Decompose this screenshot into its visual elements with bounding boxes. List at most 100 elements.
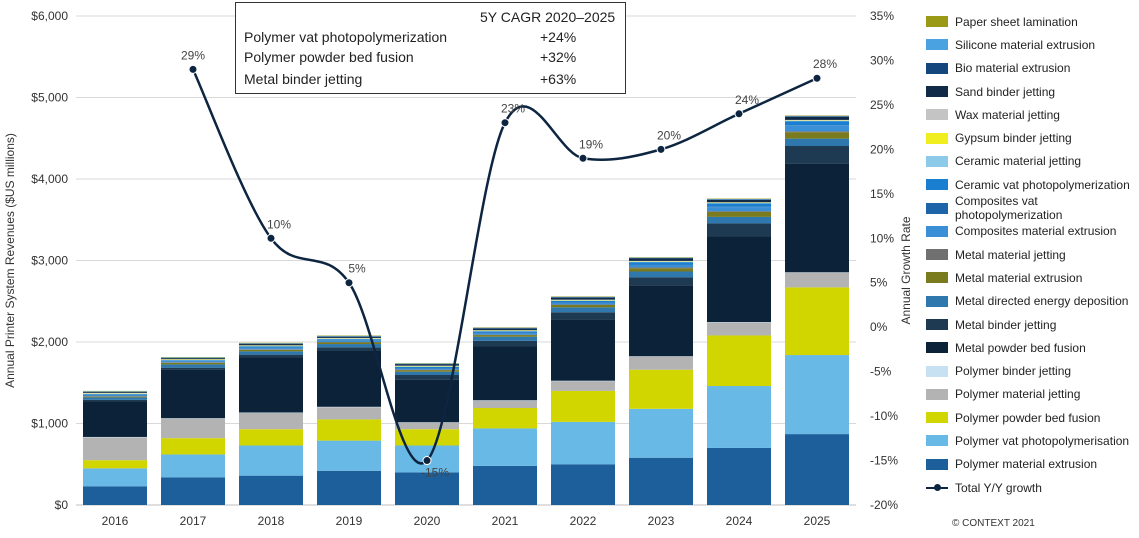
bar-segment <box>785 116 849 120</box>
bar-segment <box>317 407 381 420</box>
bar-segment <box>239 346 303 348</box>
legend-swatch <box>926 272 948 284</box>
bar-segment <box>161 367 225 370</box>
bar-segment <box>785 287 849 356</box>
cagr-table: 5Y CAGR 2020–2025 Polymer vat photopolym… <box>235 2 626 94</box>
x-tick-label: 2021 <box>492 514 519 528</box>
legend-swatch <box>926 179 948 191</box>
y2-tick-label: 35% <box>870 9 894 23</box>
legend-label: Total Y/Y growth <box>955 480 1042 495</box>
y-tick-label: $4,000 <box>31 172 68 186</box>
bar-segment <box>707 207 771 212</box>
y2-tick-label: 10% <box>870 231 894 245</box>
x-tick-label: 2018 <box>258 514 285 528</box>
legend-swatch <box>926 39 948 51</box>
legend-item: Composites material extrusion <box>926 220 1138 243</box>
cagr-header: 5Y CAGR 2020–2025 <box>480 9 616 25</box>
bar-segment <box>629 356 693 370</box>
legend-label: Polymer powder bed fusion <box>955 410 1101 425</box>
bar-segment <box>83 468 147 487</box>
bar-segment <box>83 397 147 400</box>
y2-axis-title: Annual Growth Rate <box>899 216 913 324</box>
legend-label: Polymer material jetting <box>955 387 1081 402</box>
bar-segment <box>707 199 771 203</box>
legend-item: Metal directed energy deposition <box>926 290 1138 313</box>
bar-segment <box>395 366 459 369</box>
bar-segment <box>395 422 459 430</box>
legend-item: Paper sheet lamination <box>926 10 1138 33</box>
legend-item: Polymer powder bed fusion <box>926 406 1138 429</box>
bar-segment <box>551 297 615 300</box>
bar-segment <box>785 132 849 139</box>
x-tick-label: 2020 <box>414 514 441 528</box>
bar-segment <box>473 328 537 331</box>
y2-tick-label: 15% <box>870 187 894 201</box>
cagr-row: Polymer powder bed fusion +32% <box>244 49 617 69</box>
bar-segment <box>161 438 225 455</box>
growth-point <box>656 144 666 154</box>
bar-segment <box>161 360 225 362</box>
legend-item: Polymer binder jetting <box>926 359 1138 382</box>
x-tick-label: 2017 <box>180 514 207 528</box>
bar-segment <box>707 386 771 448</box>
growth-point <box>188 64 198 74</box>
growth-label: -15% <box>421 466 449 480</box>
growth-label: 19% <box>579 137 603 151</box>
legend-swatch <box>926 412 948 424</box>
legend-swatch <box>926 319 948 330</box>
legend-item: Composites vat photopolymerization <box>926 194 1138 222</box>
legend-label: Metal powder bed fusion <box>955 340 1086 355</box>
x-tick-label: 2024 <box>726 514 753 528</box>
bar-segment <box>317 350 381 407</box>
bar-segment <box>395 368 459 370</box>
growth-point <box>578 153 588 163</box>
bar-segment <box>395 370 459 372</box>
bar-segment <box>785 138 849 146</box>
bar-segment <box>83 460 147 469</box>
bar-segment <box>161 361 225 363</box>
legend-item: Metal material jetting <box>926 243 1138 266</box>
growth-point <box>500 118 510 128</box>
bar-segment <box>161 477 225 505</box>
bar-segment <box>317 336 381 338</box>
bar-segment <box>395 429 459 446</box>
bar-segment <box>317 470 381 505</box>
copyright-note: © CONTEXT 2021 <box>952 518 1035 529</box>
bar-segment <box>317 347 381 351</box>
bar-segment <box>629 268 693 272</box>
legend-label: Gypsum binder jetting <box>955 131 1072 146</box>
bar-segment <box>473 340 537 347</box>
x-tick-label: 2025 <box>804 514 831 528</box>
legend-label: Wax material jetting <box>955 107 1060 122</box>
growth-point <box>266 233 276 243</box>
bar-segment <box>239 344 303 346</box>
bar-segment <box>83 394 147 395</box>
bar-segment <box>83 395 147 397</box>
bar-segment <box>83 396 147 398</box>
bar-segment <box>83 401 147 437</box>
bar-segment <box>161 358 225 360</box>
legend-label: Ceramic vat photopolymerization <box>955 177 1130 192</box>
legend-swatch <box>926 62 948 74</box>
growth-label: 5% <box>348 262 366 276</box>
bar-segment <box>551 464 615 505</box>
bar-segment <box>629 258 693 261</box>
y2-tick-label: -15% <box>870 454 898 468</box>
bar-segment <box>551 307 615 313</box>
bar-segment <box>785 355 849 435</box>
bar-segment <box>395 371 459 376</box>
bar-segment <box>239 349 303 352</box>
y-tick-label: $5,000 <box>31 91 68 105</box>
bar-segment <box>473 336 537 341</box>
y2-tick-label: -10% <box>870 409 898 423</box>
bar-segment <box>785 131 849 133</box>
growth-point <box>812 73 822 83</box>
growth-label: 23% <box>501 102 525 116</box>
bar-segment <box>83 437 147 461</box>
cagr-row: Polymer vat photopolymerization +24% <box>244 29 617 49</box>
x-tick-label: 2019 <box>336 514 363 528</box>
cagr-row-value: +63% <box>540 71 577 87</box>
legend-item: Ceramic material jetting <box>926 150 1138 173</box>
bar-segment <box>473 333 537 335</box>
legend-item: Metal binder jetting <box>926 313 1138 336</box>
